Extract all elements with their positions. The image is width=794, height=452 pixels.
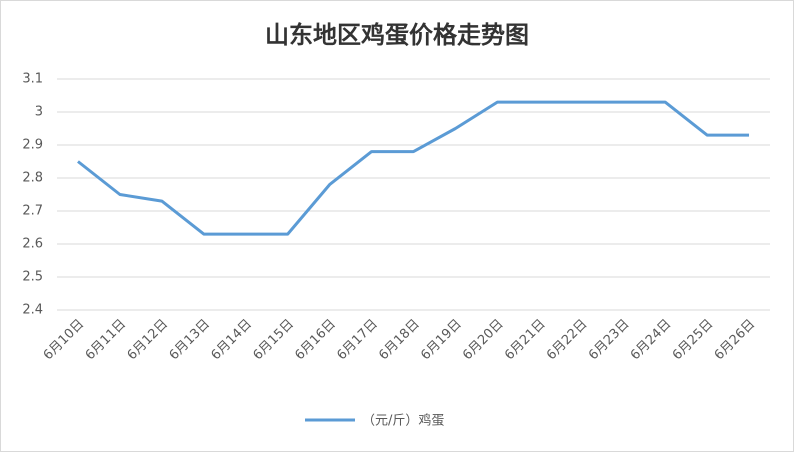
- y-tick-label: 2.5: [22, 270, 43, 285]
- y-tick-label: 2.9: [22, 138, 43, 153]
- y-tick-label: 2.7: [22, 204, 43, 219]
- chart-title: 山东地区鸡蛋价格走势图: [265, 21, 529, 49]
- y-tick-label: 2.4: [22, 303, 43, 318]
- data-line: [77, 100, 750, 236]
- y-tick-label: 3.1: [22, 72, 43, 87]
- y-tick-label: 2.8: [22, 171, 43, 186]
- legend-label: （元/斤）鸡蛋: [362, 413, 444, 429]
- y-tick-label: 2.6: [22, 237, 43, 252]
- y-tick-label: 3: [35, 105, 43, 120]
